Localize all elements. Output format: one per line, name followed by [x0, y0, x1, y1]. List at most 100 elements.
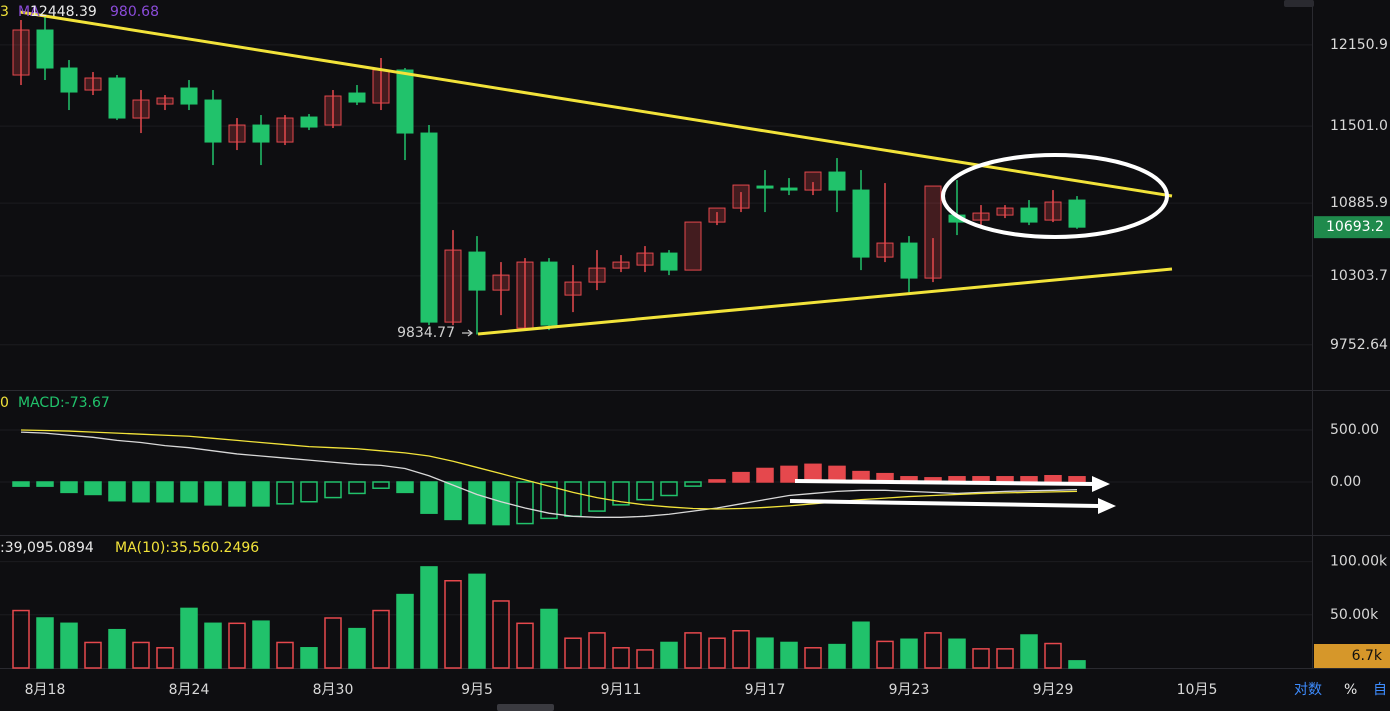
arrow-line	[789, 499, 1099, 508]
y-tick-label: 50.00k	[1330, 607, 1379, 623]
marks	[12, 15, 1086, 669]
macd-bar	[108, 481, 126, 502]
volume-bar	[852, 621, 870, 669]
candle-body	[276, 117, 294, 143]
macd-bar	[228, 481, 246, 507]
macd-line	[20, 431, 1078, 518]
macd-bar	[684, 481, 702, 487]
price-tag-label: 10693.2	[1326, 219, 1384, 235]
candle-body	[324, 95, 342, 126]
volume-bar	[132, 641, 150, 669]
price-tag	[1314, 216, 1390, 239]
volume-bar	[948, 638, 966, 669]
volume-bar	[36, 617, 54, 669]
auto-button[interactable]: 自	[1373, 682, 1387, 698]
macd-bar	[132, 481, 150, 503]
volume-bar	[516, 622, 534, 669]
candle-body	[1020, 207, 1038, 223]
volume-bar	[396, 593, 414, 669]
macd-bar	[156, 481, 174, 503]
candle-body	[660, 252, 678, 271]
candle-body	[780, 187, 798, 191]
y-tick-label: 10303.7	[1330, 268, 1388, 284]
candle-body	[540, 261, 558, 326]
macd-bar	[468, 481, 486, 525]
volume-bar	[492, 600, 510, 669]
candle-body	[348, 92, 366, 103]
legend-text: 3	[0, 4, 9, 20]
volume-bar	[156, 647, 174, 669]
percent-button[interactable]: %	[1344, 682, 1357, 698]
y-tick-label: 12150.9	[1330, 37, 1388, 53]
toolbar: 对数 % 自	[1294, 682, 1387, 698]
macd-bar	[396, 481, 414, 494]
macd-bar	[348, 481, 366, 495]
volume-bar	[1044, 642, 1062, 669]
macd-bar	[204, 481, 222, 506]
macd-bar	[444, 481, 462, 521]
legend: 3 MA 12448.39 980.68 0 MACD:-73.67 :39,0…	[0, 4, 259, 556]
volume-bar	[804, 647, 822, 669]
macd-bar	[780, 465, 798, 483]
volume-bar	[300, 647, 318, 669]
volume-bar	[1068, 660, 1086, 669]
volume-bar	[828, 643, 846, 669]
volume-bar	[324, 617, 342, 669]
candle-body	[756, 185, 774, 189]
y-tick-label: 10885.9	[1330, 195, 1388, 211]
x-tick-label: 8月18	[25, 682, 66, 698]
candle-body	[372, 69, 390, 104]
candle-body	[180, 87, 198, 105]
volume-bar	[180, 607, 198, 669]
macd-bar	[756, 467, 774, 483]
volume-bar	[252, 620, 270, 669]
macd-bar	[180, 481, 198, 503]
macd-bar	[60, 481, 78, 494]
macd-bar	[372, 481, 390, 489]
volume-bar	[564, 637, 582, 669]
x-tick-label: 9月29	[1033, 682, 1074, 698]
volume-bar	[588, 632, 606, 669]
x-tick-label: 9月17	[745, 682, 786, 698]
candle-body	[468, 251, 486, 291]
x-tick-label: 8月24	[169, 682, 210, 698]
candle-body	[420, 132, 438, 323]
volume-bar	[540, 608, 558, 669]
volume-bar	[108, 628, 126, 669]
arrow-line	[794, 479, 1096, 486]
candle-body	[156, 97, 174, 105]
corner-button[interactable]	[1284, 0, 1314, 7]
macd-bar	[36, 481, 54, 487]
macd-bar	[612, 481, 630, 506]
macd-bar	[252, 481, 270, 507]
macd-bar	[12, 481, 30, 487]
candle-body	[516, 261, 534, 329]
arrow-head	[1092, 476, 1110, 492]
candle-body	[36, 29, 54, 69]
log-button[interactable]: 对数	[1294, 682, 1322, 698]
candle-body	[444, 249, 462, 323]
volume-bar	[372, 609, 390, 669]
macd-bar	[300, 481, 318, 503]
candle-body	[828, 171, 846, 191]
candle-body	[708, 207, 726, 223]
macd-bar	[1020, 476, 1038, 483]
macd-bar	[1068, 476, 1086, 483]
volume-ma-label: MA(10):35,560.2496	[115, 540, 259, 556]
macd-bar	[516, 481, 534, 525]
macd-bar	[324, 481, 342, 499]
macd-bar	[420, 481, 438, 514]
candle-body	[588, 267, 606, 283]
volume-bar	[780, 641, 798, 669]
volume-bar	[276, 641, 294, 669]
volume-bar	[60, 622, 78, 669]
volume-bar	[924, 632, 942, 669]
candle-body	[108, 77, 126, 119]
legend-text: MA	[18, 4, 40, 20]
y-tick-label: 0.00	[1330, 474, 1361, 490]
candle-body	[1068, 199, 1086, 228]
legend-text: 980.68	[110, 4, 159, 20]
volume-bar	[732, 630, 750, 669]
scroll-handle[interactable]	[497, 704, 554, 711]
